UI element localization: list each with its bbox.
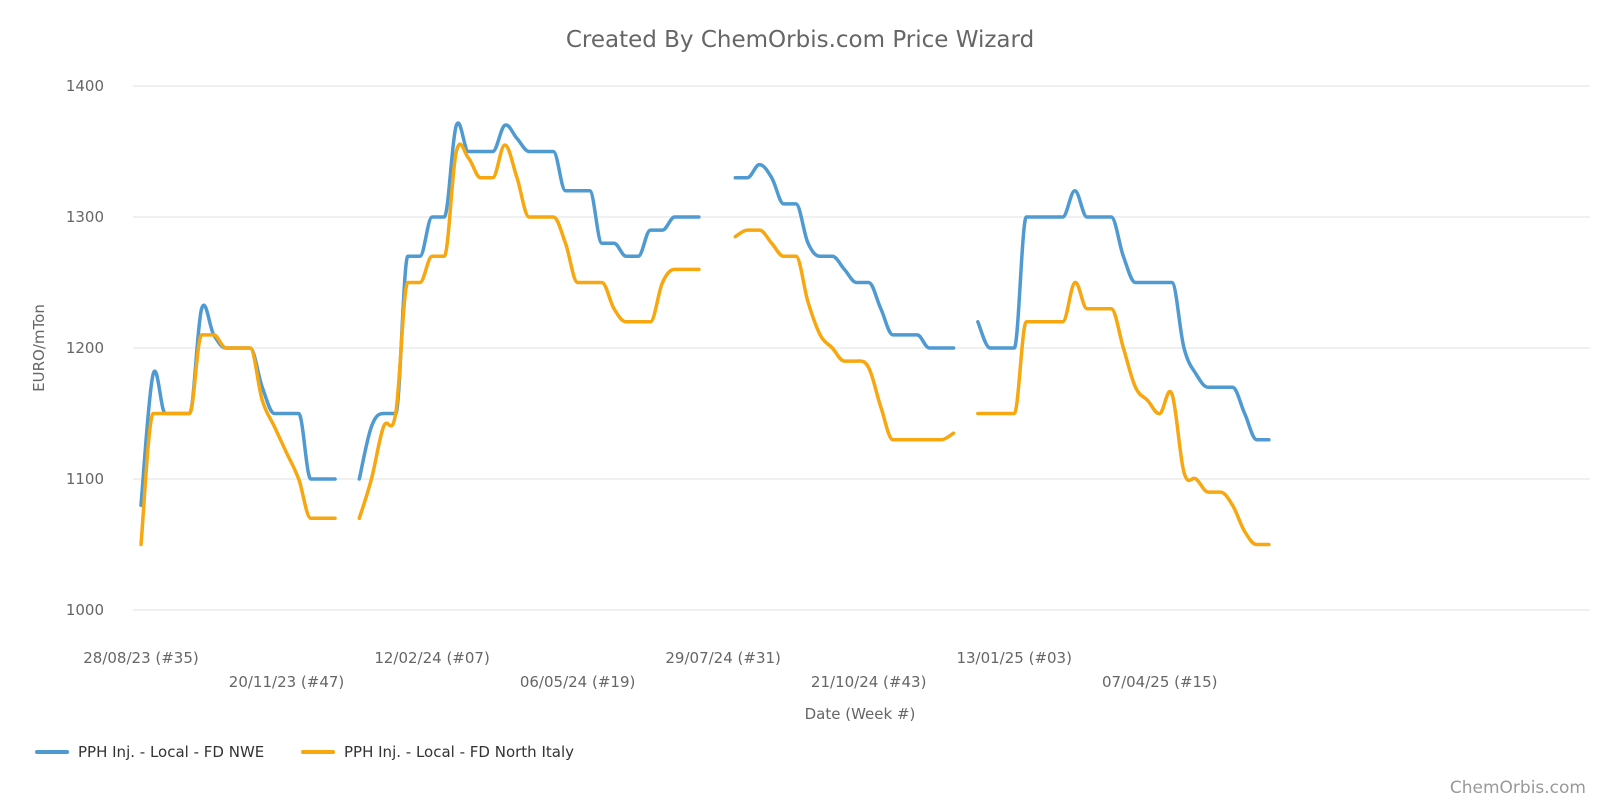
legend: PPH Inj. - Local - FD NWE PPH Inj. - Loc… — [35, 743, 574, 761]
y-tick-label: 1000 — [66, 601, 104, 619]
legend-item-north-italy[interactable]: PPH Inj. - Local - FD North Italy — [301, 743, 574, 761]
legend-item-nwe[interactable]: PPH Inj. - Local - FD NWE — [35, 743, 264, 761]
chart-title: Created By ChemOrbis.com Price Wizard — [566, 27, 1034, 53]
y-tick-label: 1100 — [66, 470, 104, 488]
x-tick-label: 20/11/23 (#47) — [229, 673, 345, 691]
x-tick-label: 29/07/24 (#31) — [665, 649, 781, 667]
x-tick-label: 12/02/24 (#07) — [374, 649, 490, 667]
x-axis-ticks: 28/08/23 (#35) 20/11/23 (#47) 12/02/24 (#0… — [83, 649, 1217, 691]
x-tick-label: 07/04/25 (#15) — [1102, 673, 1218, 691]
series-north-italy — [139, 142, 1271, 547]
y-tick-label: 1200 — [66, 339, 104, 357]
legend-label-nwe: PPH Inj. - Local - FD NWE — [78, 743, 264, 761]
series-line-north-italy-segment-3[interactable] — [733, 228, 956, 442]
series-line-north-italy-segment-4[interactable] — [976, 280, 1271, 547]
y-axis-label: EURO/mTon — [30, 304, 48, 392]
x-tick-label: 21/10/24 (#43) — [811, 673, 927, 691]
x-tick-label: 06/05/24 (#19) — [520, 673, 636, 691]
y-axis-ticks: 1000 1100 1200 1300 1400 — [66, 77, 104, 619]
series-line-north-italy-segment-2[interactable] — [357, 142, 701, 521]
series-nwe — [139, 121, 1271, 507]
x-axis-label: Date (Week #) — [805, 705, 916, 723]
chemorbis-credit-link[interactable]: ChemOrbis.com — [1450, 778, 1586, 798]
y-tick-label: 1400 — [66, 77, 104, 95]
x-tick-label: 13/01/25 (#03) — [956, 649, 1072, 667]
gridlines — [133, 85, 1590, 611]
legend-label-north-italy: PPH Inj. - Local - FD North Italy — [344, 743, 574, 761]
y-tick-label: 1300 — [66, 208, 104, 226]
series-line-nwe-segment-4[interactable] — [976, 189, 1271, 442]
series-line-nwe-segment-2[interactable] — [357, 121, 701, 481]
series-line-nwe-segment-3[interactable] — [733, 162, 956, 350]
series-line-north-italy-segment-1[interactable] — [139, 333, 337, 547]
x-tick-label: 28/08/23 (#35) — [83, 649, 199, 667]
series-line-nwe-segment-1[interactable] — [139, 303, 337, 507]
series-lines — [139, 121, 1271, 547]
